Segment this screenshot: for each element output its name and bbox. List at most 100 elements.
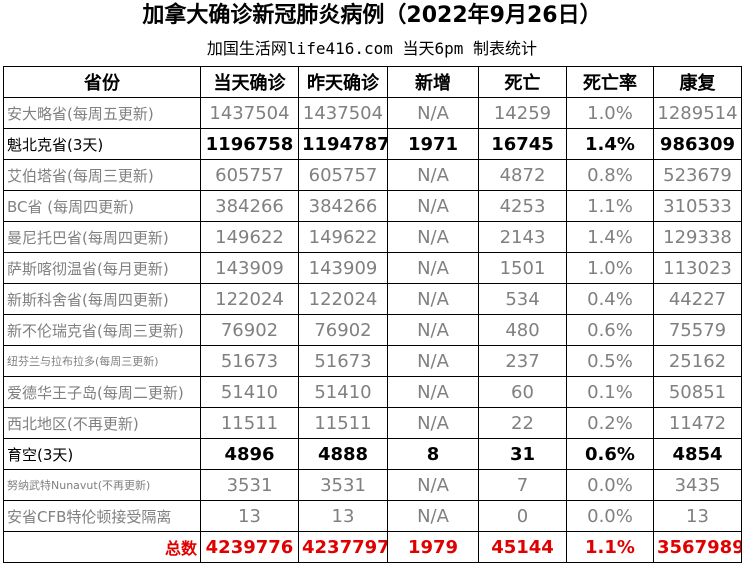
cell: 1501 (478, 252, 567, 284)
column-header: 康复 (653, 66, 742, 98)
table-body: 安大略省(每周五更新) 1437504 1437504 N/A 14259 1.0% 128… (3, 97, 742, 563)
column-header: 死亡率 (566, 66, 654, 98)
cell: N/A (387, 97, 479, 129)
cell: 13 (200, 500, 299, 532)
total-row: 总数 4239776 4237797 1979 45144 1.1% 3567989 (3, 531, 742, 563)
cell: 2143 (478, 221, 567, 253)
total-cell: 4239776 (200, 531, 299, 563)
cell: 60 (478, 376, 567, 408)
province: 萨斯喀彻温省(每月更新) (3, 252, 201, 284)
total-label: 总数 (3, 531, 201, 563)
cell: 1.4% (566, 221, 654, 253)
cell: 1.0% (566, 97, 654, 129)
cell: 523679 (653, 159, 742, 191)
table-row: 安省CFB特伦顿接受隔离 13 13 N/A 0 0.0% 13 (3, 500, 742, 532)
cell: 1194787 (298, 128, 388, 160)
cell: 44227 (653, 283, 742, 315)
cell: 75579 (653, 314, 742, 346)
title: 加拿大确诊新冠肺炎病例（2022年9月26日） (142, 3, 602, 28)
cell: 310533 (653, 190, 742, 222)
cell: N/A (387, 345, 479, 377)
province: 育空(3天) (3, 438, 201, 470)
cell: 143909 (298, 252, 388, 284)
cell: 605757 (200, 159, 299, 191)
column-header: 省份 (3, 66, 201, 98)
cell: 129338 (653, 221, 742, 253)
cell: 122024 (298, 283, 388, 315)
cell: 1437504 (200, 97, 299, 129)
cell: N/A (387, 314, 479, 346)
cell: N/A (387, 159, 479, 191)
cell: 50851 (653, 376, 742, 408)
total-cell: 3567989 (653, 531, 742, 563)
cell: 1.0% (566, 252, 654, 284)
cell: 16745 (478, 128, 567, 160)
cell: 384266 (200, 190, 299, 222)
cell: 51673 (298, 345, 388, 377)
cell: 384266 (298, 190, 388, 222)
total-cell: 45144 (478, 531, 567, 563)
cell: 51410 (200, 376, 299, 408)
province: 努纳武特Nunavut(不再更新) (3, 469, 201, 501)
total-cell: 1.1% (566, 531, 654, 563)
cell: 4854 (653, 438, 742, 470)
cell: 76902 (298, 314, 388, 346)
province: 新不伦瑞克省(每周三更新) (3, 314, 201, 346)
cell: 4888 (298, 438, 388, 470)
cell: 0.0% (566, 469, 654, 501)
province: BC省 (每周四更新) (3, 190, 201, 222)
table-row: BC省 (每周四更新) 384266 384266 N/A 4253 1.1% 310533 (3, 190, 742, 222)
cell: 0.0% (566, 500, 654, 532)
total-cell: 4237797 (298, 531, 388, 563)
cell: 11511 (200, 407, 299, 439)
cell: 0.8% (566, 159, 654, 191)
table-row: 曼尼托巴省(每周四更新) 149622 149622 N/A 2143 1.4% 12933… (3, 221, 742, 253)
cell: N/A (387, 500, 479, 532)
data-table: 省份 当天确诊 昨天确诊 新增 死亡 死亡率 康复 安大略省(每周五更新) 1437504 14… (3, 66, 742, 563)
cell: 3531 (298, 469, 388, 501)
cell: 3435 (653, 469, 742, 501)
cell: 1289514 (653, 97, 742, 129)
cell: 480 (478, 314, 567, 346)
cell: 11472 (653, 407, 742, 439)
cell: 3531 (200, 469, 299, 501)
total-cell: 1979 (387, 531, 479, 563)
cell: 13 (653, 500, 742, 532)
cell: 13 (298, 500, 388, 532)
cell: 4872 (478, 159, 567, 191)
cell: 4253 (478, 190, 567, 222)
cell: 31 (478, 438, 567, 470)
cell: N/A (387, 469, 479, 501)
cell: 0.2% (566, 407, 654, 439)
table-row: 新斯科舍省(每周四更新) 122024 122024 N/A 534 0.4% 44227 (3, 283, 742, 315)
table-row: 育空(3天) 4896 4888 8 31 0.6% 4854 (3, 438, 742, 470)
table-row: 努纳武特Nunavut(不再更新) 3531 3531 N/A 7 0.0% 3435 (3, 469, 742, 501)
cell: 113023 (653, 252, 742, 284)
cell: N/A (387, 190, 479, 222)
province: 安省CFB特伦顿接受隔离 (3, 500, 201, 532)
province: 曼尼托巴省(每周四更新) (3, 221, 201, 253)
cell: 11511 (298, 407, 388, 439)
table-row: 魁北克省(3天) 1196758 1194787 1971 16745 1.4% 98630… (3, 128, 742, 160)
province: 西北地区(不再更新) (3, 407, 201, 439)
cell: 1.4% (566, 128, 654, 160)
column-header: 新增 (387, 66, 479, 98)
table-row: 新不伦瑞克省(每周三更新) 76902 76902 N/A 480 0.6% 75579 (3, 314, 742, 346)
column-header: 昨天确诊 (298, 66, 388, 98)
cell: 4896 (200, 438, 299, 470)
cell: N/A (387, 252, 479, 284)
cell: 0 (478, 500, 567, 532)
cell: 1971 (387, 128, 479, 160)
header-row: 省份 当天确诊 昨天确诊 新增 死亡 死亡率 康复 (3, 66, 742, 98)
cell: 14259 (478, 97, 567, 129)
cell: 0.1% (566, 376, 654, 408)
cell: 0.4% (566, 283, 654, 315)
cell: 51410 (298, 376, 388, 408)
cell: 7 (478, 469, 567, 501)
cell: 149622 (298, 221, 388, 253)
cell: 534 (478, 283, 567, 315)
province: 艾伯塔省(每周三更新) (3, 159, 201, 191)
cell: N/A (387, 376, 479, 408)
cell: 76902 (200, 314, 299, 346)
